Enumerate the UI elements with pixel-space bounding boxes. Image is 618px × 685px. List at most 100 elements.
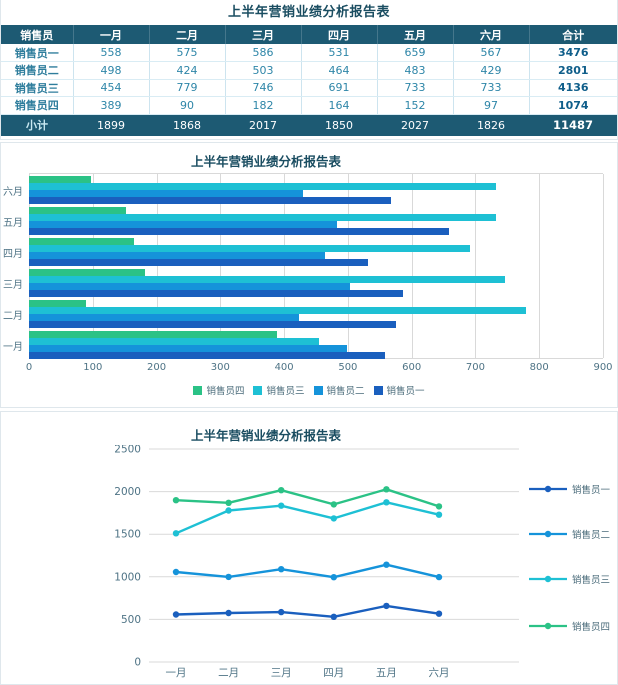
- bar-销售员一: [29, 290, 403, 297]
- month-value-cell: 464: [300, 61, 377, 80]
- data-point-销售员三: [172, 530, 180, 537]
- month-value-cell: 659: [376, 44, 453, 62]
- salesperson-name: 销售员四: [1, 96, 73, 115]
- month-value-cell: 746: [224, 79, 301, 97]
- table-header-row: 销售员 一月 二月 三月 四月 五月 六月 合计: [1, 25, 617, 44]
- bar-legend: 销售员四 销售员三 销售员二 销售员一: [1, 383, 617, 397]
- x-tick-label: 400: [274, 362, 294, 373]
- line-legend-item-销售员三: 销售员三: [529, 573, 611, 586]
- bar-category-label: 五月: [3, 218, 23, 229]
- legend-line-marker-icon: [529, 485, 567, 493]
- gridline-vertical: [156, 174, 158, 358]
- gridline-vertical: [220, 174, 222, 358]
- data-point-销售员一: [330, 613, 337, 620]
- salesperson-name: 销售员三: [1, 79, 73, 97]
- bar-销售员二: [29, 252, 325, 259]
- month-value-cell: 691: [300, 79, 377, 97]
- subtotal-value-cell: 2017: [225, 114, 301, 136]
- data-point-销售员三: [383, 499, 390, 506]
- data-point-销售员二: [435, 573, 443, 581]
- month-value-cell: 182: [224, 96, 301, 115]
- table-row: 销售员二 498 424 503 464 483 429 2801: [1, 61, 617, 80]
- line-x-tick-label: 四月: [323, 667, 344, 679]
- x-tick-label: 300: [210, 362, 230, 373]
- row-total-cell: 3476: [528, 44, 617, 62]
- sales-table-panel: 上半年营销业绩分析报告表 销售员 一月 二月 三月 四月 五月 六月 合计 销售员一 558 57…: [0, 0, 618, 140]
- data-point-销售员一: [383, 602, 390, 610]
- data-point-销售员四: [172, 497, 180, 504]
- month-value-cell: 152: [376, 96, 453, 115]
- subtotal-value-cell: 1899: [73, 114, 149, 136]
- bar-销售员一: [29, 321, 396, 328]
- legend-item-销售员三: 销售员三: [253, 383, 305, 397]
- line-x-tick-label: 三月: [271, 667, 292, 679]
- bar-销售员四: [29, 300, 87, 307]
- line-legend-label: 销售员三: [572, 575, 611, 586]
- salesperson-name: 销售员二: [1, 61, 73, 80]
- legend-label: 销售员三: [266, 386, 305, 397]
- table-title: 上半年营销业绩分析报告表: [227, 5, 390, 20]
- line-legend-item-销售员四: 销售员四: [529, 620, 611, 633]
- subtotal-value-cell: 2027: [377, 114, 453, 136]
- data-point-销售员一: [435, 610, 443, 617]
- line-chart-title: 上半年营销业绩分析报告表: [190, 428, 341, 443]
- data-point-销售员一: [278, 608, 285, 616]
- bar-销售员四: [29, 176, 91, 183]
- bar-group-六月: 六月: [3, 174, 603, 205]
- bar-chart-title: 上半年营销业绩分析报告表: [190, 154, 341, 169]
- line-legend-label: 销售员四: [572, 622, 611, 633]
- line-legend-item-销售员二: 销售员二: [529, 528, 611, 541]
- row-total-cell: 4136: [528, 79, 617, 97]
- gridline-vertical: [603, 174, 604, 358]
- month-value-cell: 454: [72, 79, 149, 97]
- bar-销售员二: [29, 345, 347, 352]
- bar-销售员二: [29, 314, 300, 321]
- month-value-cell: 531: [300, 44, 377, 62]
- bar-销售员三: [29, 245, 470, 252]
- grand-total-cell: 11487: [529, 114, 617, 136]
- gridline-vertical: [92, 174, 94, 358]
- column-header: 三月: [224, 25, 301, 44]
- month-value-cell: 429: [452, 61, 529, 80]
- legend-label: 销售员四: [206, 386, 245, 397]
- subtotal-value-cell: 1826: [453, 114, 529, 136]
- x-tick-label: 500: [338, 362, 358, 373]
- month-value-cell: 389: [72, 96, 149, 115]
- table-header: 销售员 一月 二月 三月 四月 五月 六月 合计: [1, 25, 617, 44]
- data-point-销售员三: [278, 502, 285, 509]
- x-tick-label: 700: [465, 362, 485, 373]
- month-value-cell: 567: [452, 44, 529, 62]
- column-header: 六月: [452, 25, 529, 44]
- month-value-cell: 586: [224, 44, 301, 62]
- bar-group-五月: 五月: [3, 205, 603, 236]
- data-point-销售员四: [225, 499, 232, 506]
- data-point-销售员三: [225, 507, 232, 514]
- data-point-销售员四: [435, 503, 443, 510]
- y-tick-label: 1000: [114, 571, 141, 583]
- legend-label: 销售员二: [326, 386, 365, 397]
- column-header: 四月: [300, 25, 377, 44]
- line-plot-area: 0 500 1000 1500 2000 2500 一月 二月 三月 四月 五月 六月: [114, 445, 519, 679]
- table-row: 销售员四 389 90 182 164 152 97 1074: [1, 96, 617, 115]
- month-value-cell: 733: [452, 79, 529, 97]
- x-tick-label: 100: [83, 362, 103, 373]
- bar-销售员二: [29, 283, 350, 290]
- bar-group-三月: 三月: [3, 267, 603, 298]
- bar-group-二月: 二月: [3, 298, 603, 329]
- line-series-销售员三: [175, 501, 440, 535]
- bar-销售员三: [29, 338, 319, 345]
- bar-销售员二: [29, 221, 338, 228]
- legend-line-marker-icon: [529, 530, 567, 538]
- month-value-cell: 733: [376, 79, 453, 97]
- data-point-销售员二: [383, 561, 390, 568]
- bar-category-label: 六月: [3, 187, 23, 198]
- bar-销售员一: [29, 259, 368, 266]
- data-point-销售员二: [225, 573, 232, 581]
- subtotal-label: 小计: [1, 114, 73, 136]
- column-header: 五月: [376, 25, 453, 44]
- line-legend-label: 销售员二: [572, 530, 611, 541]
- line-series-销售员四: [175, 488, 440, 508]
- data-point-销售员四: [330, 501, 337, 508]
- bar-销售员一: [29, 197, 391, 204]
- bar-销售员三: [29, 276, 505, 283]
